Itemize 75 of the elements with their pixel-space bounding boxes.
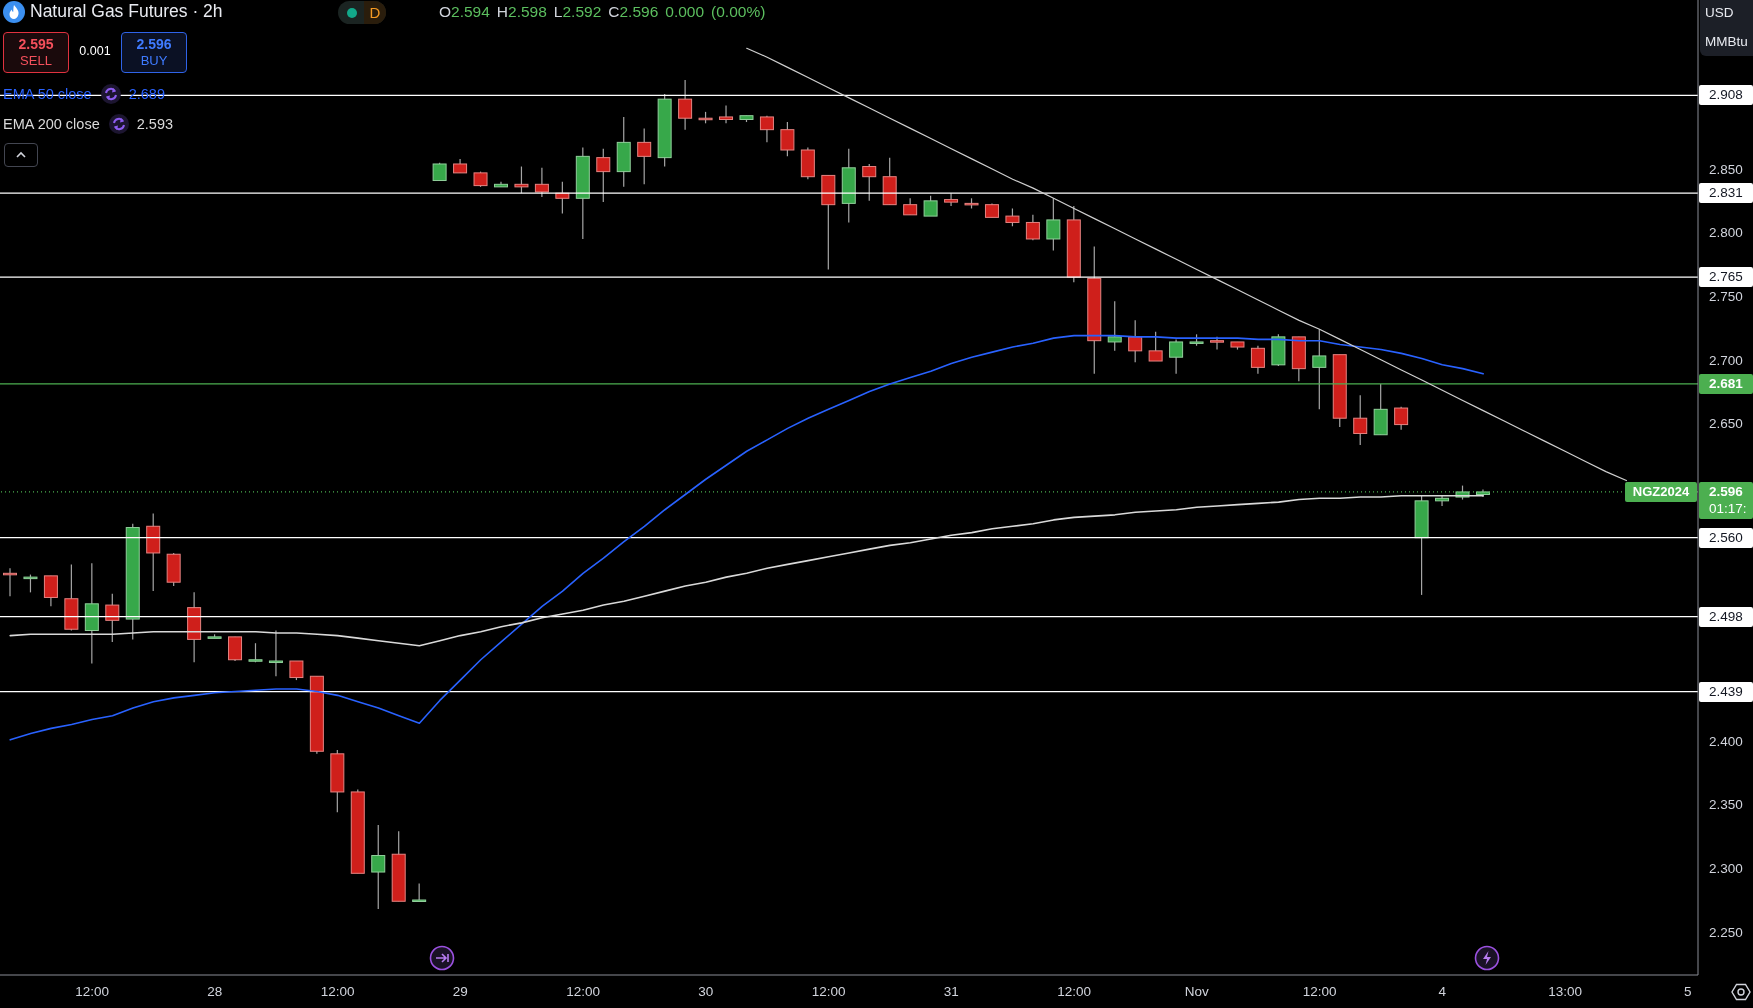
candlestick: [1107, 300, 1122, 352]
x-tick-label: 12:00: [1302, 983, 1337, 999]
x-tick-label: 5: [1684, 983, 1692, 999]
candlestick: [1353, 394, 1368, 446]
x-tick-label: 12:00: [320, 983, 355, 999]
candlestick: [105, 593, 120, 643]
y-tick-label: 2.300: [1709, 861, 1743, 877]
x-tick-label: 30: [698, 983, 714, 999]
x-tick-label: 12:00: [811, 983, 846, 999]
sell-button: 2.595 SELL: [3, 32, 69, 73]
candlestick: [780, 121, 795, 157]
ref-line-label: 2.908: [1709, 87, 1743, 104]
y-tick-label: 2.400: [1709, 733, 1743, 749]
annotation: 2.596: [135, 36, 173, 52]
candlestick: [514, 165, 529, 194]
candlestick: [944, 192, 959, 207]
x-tick-label: 28: [207, 983, 223, 999]
candlestick: [1025, 214, 1040, 241]
status-badge: D: [338, 1, 386, 24]
text: EMA 200 close: [3, 116, 100, 132]
x-tick-label: Nov: [1184, 983, 1210, 999]
candlestick: [289, 660, 304, 681]
x-tick-label: 13:00: [1548, 983, 1582, 999]
y-tick-label: 2.350: [1709, 797, 1743, 813]
candlestick: [1169, 338, 1184, 375]
candlestick: [1312, 328, 1327, 410]
text: 01:17:: [1709, 500, 1747, 517]
candlestick: [1148, 331, 1163, 362]
ref-line-label: 2.681: [1709, 375, 1743, 392]
y-tick-label: 2.850: [1709, 161, 1743, 177]
x-tick-label: 12:00: [1057, 983, 1091, 999]
ref-line-label: 2.596: [1709, 483, 1743, 500]
y-tick-label: 2.650: [1709, 416, 1743, 432]
candlestick: [596, 148, 611, 203]
annotation: 2.595: [17, 36, 55, 52]
y-tick-label: 2.750: [1709, 288, 1743, 304]
ref-line-label: 2.765: [1709, 269, 1743, 286]
ref-line-label: 2.439: [1709, 683, 1743, 700]
ref-line-label: 2.831: [1709, 185, 1743, 202]
annotation: 2.593: [136, 116, 174, 132]
candlestick: [759, 115, 774, 143]
x-tick-label: 12:00: [566, 983, 600, 999]
ref-line-label: 2.560: [1709, 529, 1743, 546]
annotation: BUY: [139, 53, 169, 68]
annotation: NGZ2024: [1625, 481, 1697, 502]
candlestick: [678, 79, 693, 131]
x-tick-label: 12:00: [75, 983, 109, 999]
candlestick: [1046, 197, 1061, 252]
candlestick: [228, 636, 243, 662]
y-tick-label: 2.250: [1709, 924, 1743, 940]
candlestick: [862, 163, 877, 202]
x-tick-label: 31: [943, 983, 959, 999]
candlestick: [637, 127, 652, 185]
ref-line-label: 2.498: [1709, 608, 1743, 625]
chart-title: Natural Gas Futures · 2h: [30, 1, 223, 22]
x-tick-label: 4: [1438, 983, 1447, 999]
line-series: [9, 334, 1484, 741]
annotation: O2.594 H2.598 L2.592 C2.596 0.000 (0.00%): [439, 3, 766, 21]
y-axis-title: USD MMBtu: [1705, 5, 1748, 49]
candlestick: [719, 104, 734, 124]
y-tick-label: 2.700: [1709, 352, 1743, 368]
candlestick: [1250, 345, 1265, 375]
candlestick: [371, 824, 386, 910]
candlestick: [1210, 336, 1225, 351]
annotation: 0.001: [78, 44, 112, 58]
y-tick-label: 2.800: [1709, 225, 1743, 241]
buy-button: 2.596 BUY: [121, 32, 187, 73]
candlestick: [534, 167, 549, 198]
annotation: SELL: [19, 53, 53, 68]
candlestick: [43, 575, 58, 607]
candlestick: [268, 629, 283, 677]
annotation: D: [364, 1, 386, 24]
candlestick: [923, 195, 938, 217]
line-series: [746, 47, 1627, 482]
x-tick-label: 29: [452, 983, 468, 999]
